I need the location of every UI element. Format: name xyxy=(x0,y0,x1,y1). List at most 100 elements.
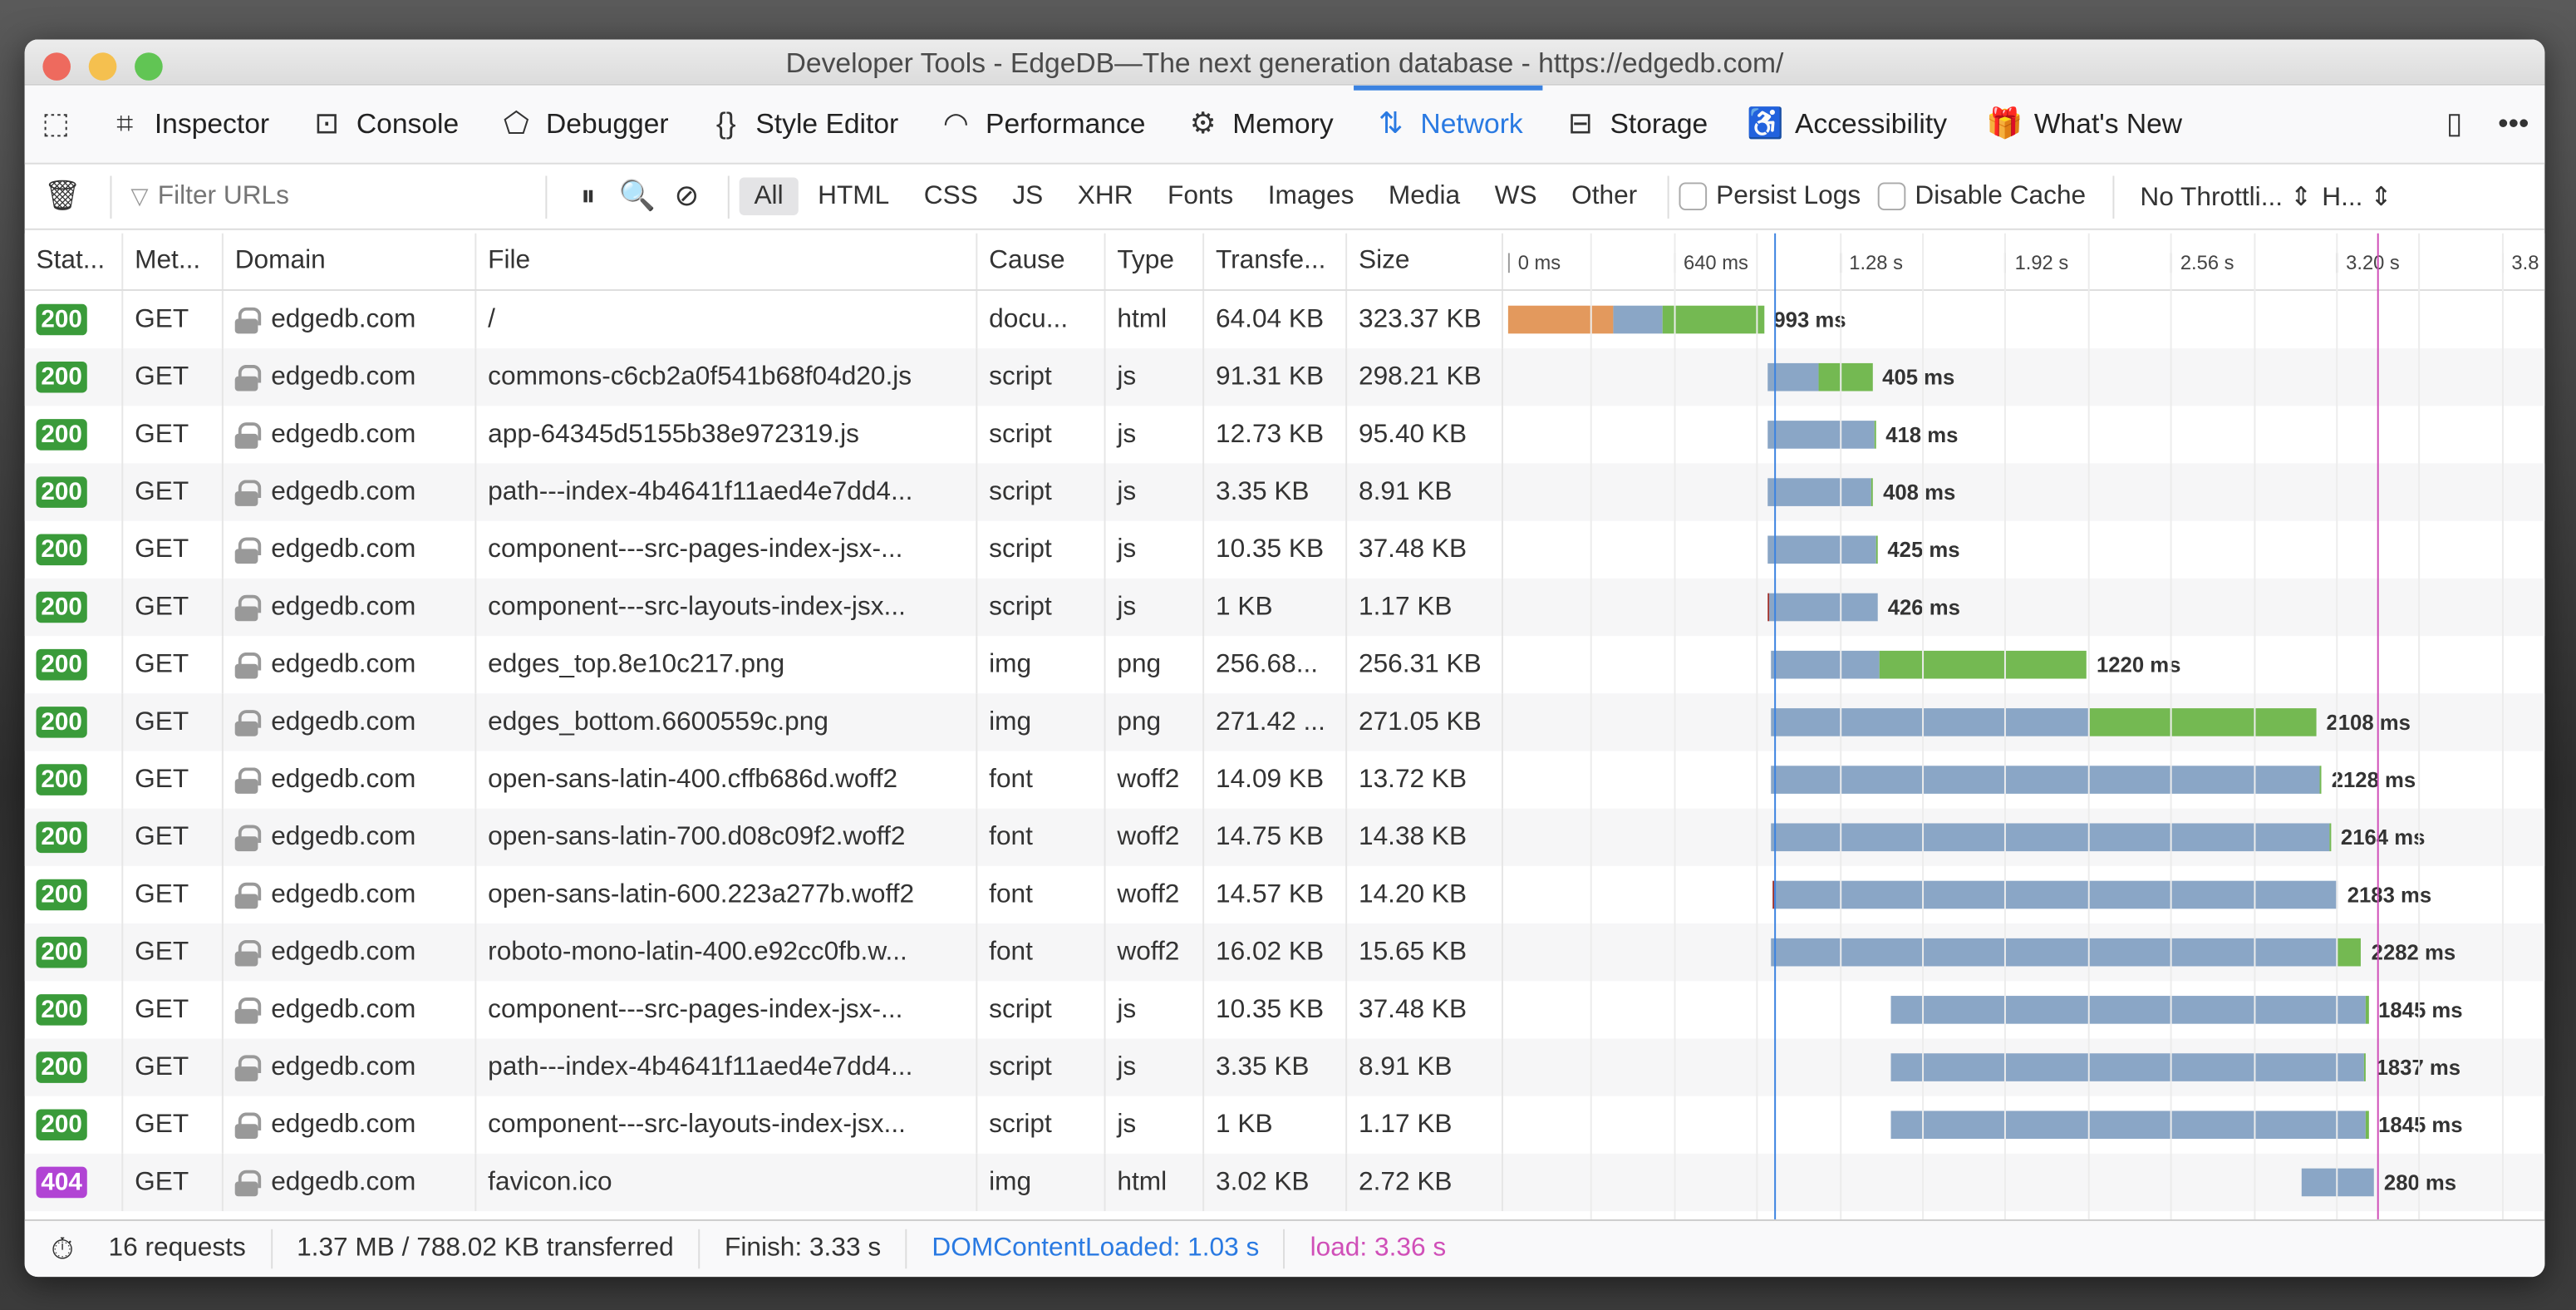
type-cell: woff2 xyxy=(1106,923,1205,982)
filter-html[interactable]: HTML xyxy=(818,181,890,210)
waterfall-cell: 1220 ms xyxy=(1503,636,2544,693)
tab-debugger[interactable]: ⬠ Debugger xyxy=(479,85,688,164)
tab-memory[interactable]: ⚙ Memory xyxy=(1165,85,1353,164)
stopwatch-icon[interactable]: ⏱ xyxy=(51,1231,74,1265)
filter-fonts[interactable]: Fonts xyxy=(1168,181,1234,210)
tab-style-editor[interactable]: {} Style Editor xyxy=(688,85,918,164)
timing-segment-blue xyxy=(1774,880,2338,909)
throttling-value: No Throttli... xyxy=(2140,183,2283,212)
request-row[interactable]: 200 GET edgedb.com component---src-layouts-… xyxy=(25,1096,2545,1154)
status-badge: 200 xyxy=(36,707,87,738)
filter-urls-input[interactable] xyxy=(157,181,536,212)
method-cell: GET xyxy=(123,348,224,406)
throttling-select[interactable]: No Throttli... ⇕ xyxy=(2140,183,2313,212)
timing-segment-green xyxy=(1871,478,1874,506)
trash-icon[interactable]: 🗑 xyxy=(43,179,81,213)
request-row[interactable]: 200 GET edgedb.com commons-c6cb2a0f541b68f0… xyxy=(24,348,2545,406)
tab-console[interactable]: ⊡ Console xyxy=(289,85,479,164)
network-toolbar: 🗑 ▽ ⏸ 🔍 ⊘ All HTML CSS JS XHR Fonts Images Medi… xyxy=(24,165,2545,230)
timing-bar xyxy=(1771,650,2087,679)
domain-cell: edgedb.com xyxy=(224,290,477,349)
status-badge: 200 xyxy=(36,534,87,566)
disable-cache-checkbox[interactable]: Disable Cache xyxy=(1876,181,2086,211)
request-row[interactable]: 200 GET edgedb.com edges_top.8e10c217.png im… xyxy=(25,636,2545,694)
column-header[interactable]: File xyxy=(476,233,978,289)
cause-cell: script xyxy=(977,1096,1106,1154)
request-row[interactable]: 200 GET edgedb.com path---index-4b4641f11ae… xyxy=(24,1038,2545,1096)
minimize-window-button[interactable] xyxy=(88,52,117,81)
column-header[interactable]: Cause xyxy=(977,233,1106,289)
block-icon[interactable]: ⊘ xyxy=(674,179,700,213)
request-row[interactable]: 200 GET edgedb.com component---src-pages-in… xyxy=(25,981,2545,1039)
timing-label: 2282 ms xyxy=(2371,939,2456,965)
maximize-window-button[interactable] xyxy=(135,52,163,81)
filter-js[interactable]: JS xyxy=(1012,181,1044,210)
tab-what-s-new[interactable]: 🎁 What's New xyxy=(1967,85,2202,164)
filter-css[interactable]: CSS xyxy=(923,181,978,210)
column-header[interactable]: Transfe... xyxy=(1204,233,1348,289)
timeline-tick: 3.20 s xyxy=(2336,253,2400,273)
size-cell: 14.38 KB xyxy=(1347,808,1503,866)
request-row[interactable]: 200 GET edgedb.com component---src-pages-in… xyxy=(25,520,2545,579)
column-header[interactable]: Type xyxy=(1106,233,1205,289)
pause-icon[interactable]: ⏸ xyxy=(580,179,596,213)
domain: edgedb.com xyxy=(271,1167,416,1196)
method-cell: GET xyxy=(123,636,224,694)
domain-cell: edgedb.com xyxy=(224,406,477,464)
close-window-button[interactable] xyxy=(42,52,71,81)
tab-inspector[interactable]: ⌗ Inspector xyxy=(87,85,289,164)
request-row[interactable]: 200 GET edgedb.com open-sans-latin-400.cffb… xyxy=(25,751,2545,809)
responsive-design-icon[interactable]: ▯ xyxy=(2446,106,2463,140)
status-badge: 200 xyxy=(36,361,87,393)
timing-bar xyxy=(1890,996,2369,1024)
status-cell: 200 xyxy=(25,463,124,521)
request-row[interactable]: 404 GET edgedb.com favicon.ico img html 3.02 K… xyxy=(24,1153,2545,1212)
column-header-waterfall[interactable]: 0 ms 640 ms 1.28 s 1.92 s 2.56 s 3.20 s 3.8 xyxy=(1503,234,2544,289)
request-row[interactable]: 200 GET edgedb.com edges_bottom.6600559c.pn… xyxy=(24,693,2545,751)
filter-xhr[interactable]: XHR xyxy=(1077,181,1133,210)
column-header[interactable]: Domain xyxy=(224,233,477,289)
tab-performance[interactable]: ◠ Performance xyxy=(918,85,1165,164)
filter-images[interactable]: Images xyxy=(1267,181,1354,210)
cause-cell: font xyxy=(977,808,1106,866)
tab-network[interactable]: ⇅ Network xyxy=(1353,84,1544,164)
persist-logs-checkbox[interactable]: Persist Logs xyxy=(1678,181,1861,211)
domain: edgedb.com xyxy=(271,649,416,678)
timing-bar xyxy=(2301,1168,2375,1197)
filter-other[interactable]: Other xyxy=(1571,181,1638,210)
tab-storage[interactable]: ⊟ Storage xyxy=(1542,85,1728,164)
size-cell: 37.48 KB xyxy=(1347,981,1503,1039)
request-row[interactable]: 200 GET edgedb.com roboto-mono-latin-400.e9… xyxy=(24,923,2545,982)
transferred-cell: 64.04 KB xyxy=(1204,290,1348,349)
column-header[interactable]: Stat... xyxy=(25,233,124,289)
debugger-icon: ⬠ xyxy=(503,106,529,140)
request-row[interactable]: 200 GET edgedb.com open-sans-latin-600.223a… xyxy=(25,865,2545,924)
filter-all[interactable]: All xyxy=(739,176,799,214)
tab-label: Network xyxy=(1420,107,1523,140)
column-header[interactable]: Met... xyxy=(123,233,224,289)
request-row[interactable]: 200 GET edgedb.com open-sans-latin-700.d08c… xyxy=(24,808,2545,866)
element-picker-icon[interactable]: ⬚ xyxy=(42,106,71,140)
cause-cell: script xyxy=(977,520,1106,579)
filter-ws[interactable]: WS xyxy=(1494,181,1537,210)
request-row[interactable]: 200 GET edgedb.com app-64345d5155b38e972319… xyxy=(25,406,2545,464)
tab-label: Accessibility xyxy=(1794,107,1948,140)
request-row[interactable]: 200 GET edgedb.com path---index-4b4641f11ae… xyxy=(24,463,2545,521)
request-row[interactable]: 200 GET edgedb.com component---src-layouts-… xyxy=(24,578,2545,637)
column-header[interactable]: Size xyxy=(1347,233,1503,289)
filter-media[interactable]: Media xyxy=(1388,181,1461,210)
timing-label: 2108 ms xyxy=(2326,710,2411,735)
cause-cell: script xyxy=(977,578,1106,637)
request-row[interactable]: 200 GET edgedb.com / docu... html 64.04 KB 323.… xyxy=(25,290,2545,349)
domain-cell: edgedb.com xyxy=(224,865,477,924)
lock-icon xyxy=(234,306,262,333)
har-select[interactable]: H... ⇕ xyxy=(2322,183,2392,212)
waterfall-cell: 1837 ms xyxy=(1503,1038,2544,1096)
timing-bar xyxy=(1772,880,2338,909)
tab-accessibility[interactable]: ♿ Accessibility xyxy=(1728,85,1967,164)
gauge-icon: ◠ xyxy=(942,106,969,140)
search-icon[interactable]: 🔍 xyxy=(618,179,656,213)
more-options-icon[interactable]: ••• xyxy=(2498,106,2529,140)
file-cell: commons-c6cb2a0f541b68f04d20.js xyxy=(476,348,978,406)
domain: edgedb.com xyxy=(271,937,416,966)
